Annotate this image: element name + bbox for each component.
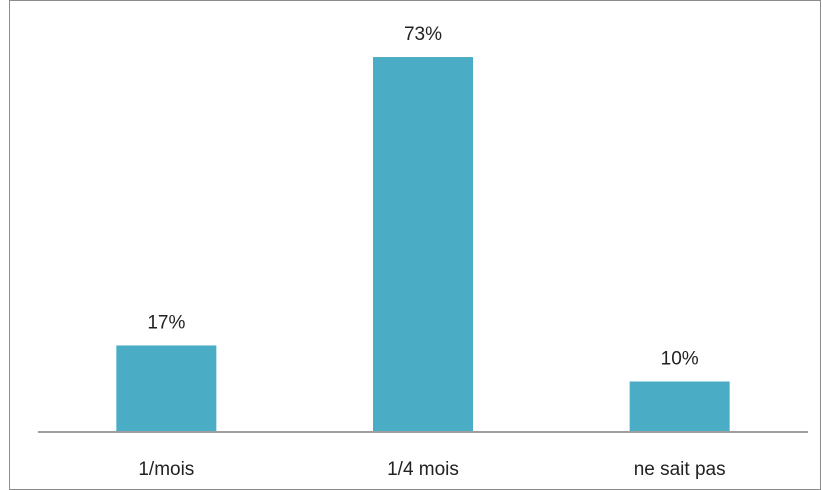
data-label-1-4-mois: 73% [404, 24, 442, 45]
bar-ne-sait-pas [627, 379, 732, 433]
labels-layer: 17% 73% 10% [147, 24, 698, 369]
data-label-1-mois: 17% [147, 312, 185, 333]
bars-layer [114, 55, 732, 434]
x-tick-label-ne-sait-pas: ne sait pas [634, 459, 726, 480]
bar-1-mois [114, 343, 219, 434]
x-tick-label-1-4-mois: 1/4 mois [387, 459, 459, 480]
bar-1-4-mois [371, 55, 475, 434]
x-tick-label-1-mois: 1/mois [138, 459, 194, 480]
data-label-ne-sait-pas: 10% [661, 349, 699, 370]
x-tick-labels: 1/mois 1/4 mois ne sait pas [138, 459, 725, 480]
